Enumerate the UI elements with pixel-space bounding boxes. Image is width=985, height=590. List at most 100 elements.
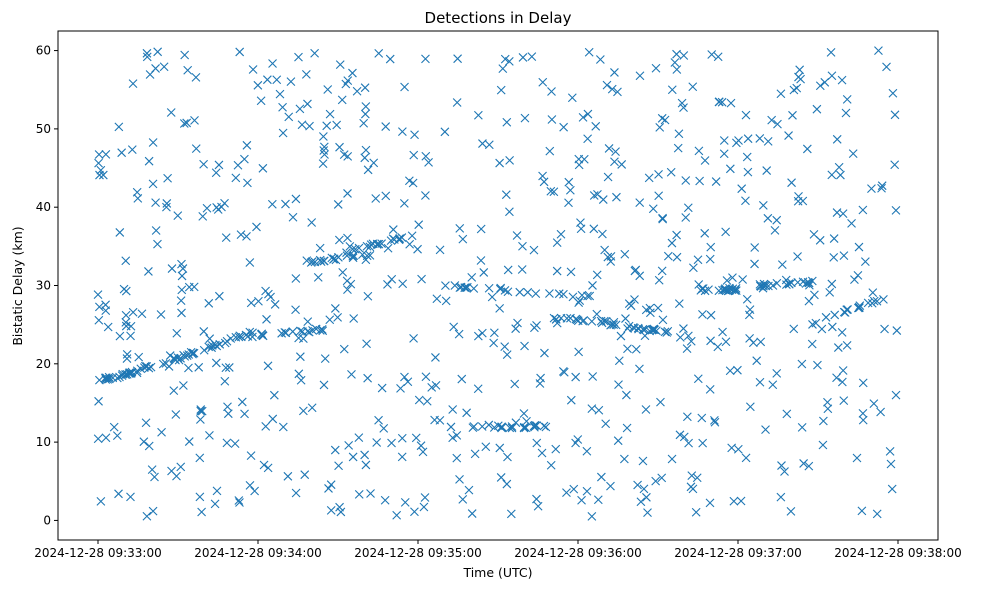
data-point (424, 157, 433, 167)
data-point (278, 422, 288, 432)
data-point (182, 351, 192, 361)
data-point (95, 170, 104, 180)
data-point (745, 402, 755, 412)
data-point (681, 176, 691, 185)
data-point (385, 54, 395, 64)
data-point (631, 344, 641, 354)
data-point (128, 307, 138, 317)
data-point (236, 230, 246, 240)
data-point (667, 85, 677, 95)
data-point (319, 146, 329, 155)
data-point (829, 234, 839, 243)
data-point (888, 88, 898, 98)
data-point (670, 58, 680, 67)
data-point (94, 150, 104, 159)
data-point (93, 290, 103, 300)
data-point (684, 438, 693, 448)
data-point (811, 318, 821, 328)
data-point (294, 52, 303, 62)
y-tick-label: 60 (36, 44, 51, 58)
data-point (254, 296, 263, 306)
data-point (710, 417, 720, 427)
data-point (667, 238, 677, 248)
data-point (454, 329, 464, 339)
data-point (725, 366, 735, 376)
data-point (204, 298, 214, 308)
data-point (484, 283, 494, 293)
data-point (324, 484, 333, 493)
data-point (184, 437, 194, 446)
data-point (741, 110, 751, 120)
data-point (630, 323, 639, 333)
data-point (339, 344, 349, 354)
data-point (877, 181, 887, 191)
data-point (695, 176, 705, 186)
data-point (409, 150, 419, 160)
data-point (552, 266, 562, 276)
data-point (683, 203, 693, 213)
data-point (505, 207, 514, 217)
data-point (644, 173, 654, 183)
data-point (789, 324, 799, 334)
data-point (177, 308, 186, 318)
data-point (245, 327, 255, 337)
data-point (810, 290, 819, 300)
data-point (582, 446, 592, 456)
data-point (705, 254, 715, 264)
data-point (565, 185, 575, 195)
data-point (657, 113, 667, 123)
data-point (230, 439, 240, 448)
data-point (126, 368, 135, 378)
data-point (616, 331, 626, 341)
data-point (343, 189, 352, 198)
data-point (414, 220, 424, 230)
data-point (109, 422, 119, 432)
data-point (556, 229, 566, 239)
data-point (519, 409, 529, 418)
data-point (126, 492, 135, 502)
data-point (592, 309, 602, 319)
data-point (142, 48, 152, 58)
data-point (577, 495, 586, 505)
data-point (496, 85, 506, 95)
data-point (776, 89, 786, 99)
data-point (611, 147, 620, 156)
data-point (348, 253, 358, 263)
data-point (268, 59, 277, 68)
data-point (500, 54, 510, 64)
data-point (593, 189, 602, 199)
data-point (337, 95, 347, 105)
data-point (122, 349, 132, 359)
data-point (360, 450, 370, 460)
data-point (275, 89, 285, 99)
data-point (291, 305, 300, 315)
data-point (832, 373, 841, 383)
data-point (315, 243, 325, 253)
data-point (343, 233, 352, 243)
data-point (315, 326, 325, 335)
data-point (473, 110, 483, 120)
data-point (780, 467, 789, 476)
data-point (220, 338, 230, 348)
data-point (532, 438, 542, 448)
data-point (359, 118, 369, 128)
data-point (101, 433, 111, 443)
data-point (848, 149, 858, 159)
data-point (231, 332, 241, 342)
data-point (288, 327, 298, 336)
data-point (467, 509, 477, 518)
data-point (258, 330, 267, 340)
data-point (421, 372, 431, 382)
data-point (705, 384, 715, 394)
data-point (267, 199, 277, 209)
data-point (502, 479, 512, 489)
data-point (741, 453, 751, 463)
data-point (721, 227, 731, 237)
data-point (386, 236, 396, 246)
data-point (532, 494, 541, 504)
data-point (410, 507, 419, 517)
data-point (342, 276, 352, 286)
data-point (673, 143, 683, 153)
data-point (622, 390, 631, 400)
data-point (885, 446, 895, 456)
